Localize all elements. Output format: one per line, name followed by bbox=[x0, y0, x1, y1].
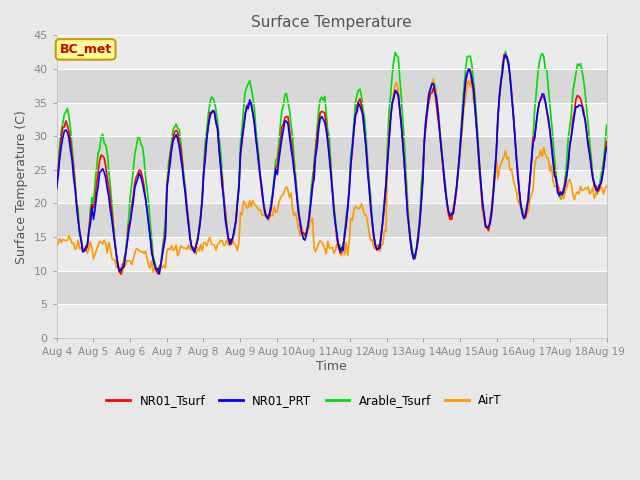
Arable_Tsurf bbox=[120, 256, 128, 262]
NR01_Tsurf bbox=[575, 94, 583, 100]
Text: BC_met: BC_met bbox=[60, 43, 112, 56]
AirT bbox=[122, 262, 129, 268]
NR01_Tsurf bbox=[117, 271, 125, 277]
NR01_PRT bbox=[246, 97, 253, 103]
Arable_Tsurf bbox=[246, 78, 253, 84]
NR01_PRT bbox=[237, 150, 244, 156]
AirT bbox=[117, 271, 125, 277]
NR01_Tsurf bbox=[122, 251, 129, 256]
AirT bbox=[429, 76, 437, 82]
Bar bbox=[57, 204, 607, 237]
AirT bbox=[53, 242, 61, 248]
NR01_Tsurf bbox=[500, 52, 508, 58]
NR01_PRT bbox=[295, 211, 303, 216]
Arable_Tsurf bbox=[218, 169, 226, 175]
X-axis label: Time: Time bbox=[316, 360, 347, 373]
AirT bbox=[218, 238, 226, 243]
Arable_Tsurf bbox=[154, 266, 162, 272]
Arable_Tsurf bbox=[502, 48, 509, 54]
NR01_PRT bbox=[603, 144, 611, 150]
NR01_Tsurf bbox=[295, 212, 303, 218]
Bar bbox=[57, 136, 607, 170]
Line: Arable_Tsurf: Arable_Tsurf bbox=[57, 51, 607, 269]
AirT bbox=[237, 210, 244, 216]
NR01_PRT bbox=[502, 52, 509, 58]
NR01_Tsurf bbox=[603, 139, 611, 144]
Arable_Tsurf bbox=[295, 205, 303, 211]
Line: NR01_Tsurf: NR01_Tsurf bbox=[57, 55, 607, 274]
Line: AirT: AirT bbox=[57, 79, 607, 274]
Legend: NR01_Tsurf, NR01_PRT, Arable_Tsurf, AirT: NR01_Tsurf, NR01_PRT, Arable_Tsurf, AirT bbox=[102, 389, 506, 412]
NR01_Tsurf bbox=[53, 180, 61, 186]
Y-axis label: Surface Temperature (C): Surface Temperature (C) bbox=[15, 110, 28, 264]
AirT bbox=[295, 227, 303, 232]
Arable_Tsurf bbox=[603, 122, 611, 128]
NR01_PRT bbox=[156, 271, 163, 277]
NR01_PRT bbox=[120, 264, 128, 270]
NR01_Tsurf bbox=[218, 175, 226, 181]
Arable_Tsurf bbox=[237, 140, 244, 146]
AirT bbox=[246, 198, 253, 204]
NR01_Tsurf bbox=[246, 101, 253, 107]
NR01_PRT bbox=[575, 102, 583, 108]
Bar bbox=[57, 69, 607, 103]
Bar bbox=[57, 271, 607, 304]
NR01_PRT bbox=[53, 186, 61, 192]
Title: Surface Temperature: Surface Temperature bbox=[252, 15, 412, 30]
Arable_Tsurf bbox=[575, 63, 583, 69]
AirT bbox=[603, 183, 611, 189]
Arable_Tsurf bbox=[53, 178, 61, 184]
NR01_PRT bbox=[218, 184, 226, 190]
Line: NR01_PRT: NR01_PRT bbox=[57, 55, 607, 274]
AirT bbox=[575, 191, 583, 197]
NR01_Tsurf bbox=[237, 151, 244, 157]
